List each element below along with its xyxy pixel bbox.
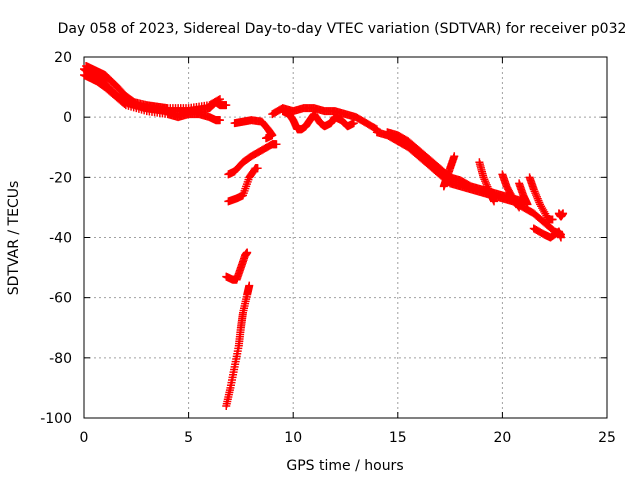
axis-ticks (83, 56, 608, 419)
data-points (80, 62, 568, 410)
data-point (535, 198, 544, 207)
data-point (245, 281, 254, 290)
data-point (559, 209, 568, 218)
series-tail-low (529, 224, 565, 242)
y-tick-label: -100 (40, 411, 72, 427)
x-tick-label: 0 (80, 430, 89, 446)
data-point (272, 140, 281, 149)
data-point (243, 248, 252, 257)
data-point (532, 192, 541, 201)
y-axis-label: SDTVAR / TECUs (6, 181, 22, 296)
data-point (120, 100, 129, 109)
data-point (515, 203, 524, 212)
data-point (556, 233, 565, 242)
series-spike-4 (525, 173, 557, 224)
y-tick-label: 0 (63, 110, 72, 126)
x-tick-label: 5 (184, 430, 193, 446)
y-tick-label: -40 (49, 231, 72, 247)
data-point (529, 185, 538, 194)
series-mid-cluster (278, 107, 358, 134)
y-tick-label: -20 (49, 170, 72, 186)
data-point (490, 197, 499, 206)
x-axis-label: GPS time / hours (286, 458, 403, 474)
data-point (253, 164, 262, 173)
series-arc-b (224, 140, 281, 179)
x-tick-label: 10 (284, 430, 302, 446)
chart-title: Day 058 of 2023, Sidereal Day-to-day VTE… (58, 21, 627, 37)
data-point (534, 196, 543, 205)
y-tick-label: 20 (54, 50, 72, 66)
data-point (349, 119, 358, 128)
series-main-trace-lower (80, 71, 224, 125)
series-spike-5 (515, 179, 532, 209)
data-point (531, 189, 540, 198)
series-arc-c (224, 164, 262, 206)
data-point (371, 124, 380, 133)
data-point (530, 187, 539, 196)
data-point (532, 191, 541, 200)
data-point (482, 180, 491, 189)
series-arc-a (230, 116, 277, 143)
data-point (222, 101, 231, 110)
data-point (481, 177, 490, 186)
data-point (484, 184, 493, 193)
data-point (479, 173, 488, 182)
data-point (480, 175, 489, 184)
x-tick-label: 25 (598, 430, 616, 446)
series-mid-cluster-upper (268, 104, 381, 134)
y-tick-label: -80 (49, 351, 72, 367)
data-point (533, 194, 542, 203)
data-point (548, 215, 557, 224)
data-point (439, 182, 448, 191)
data-point (214, 95, 223, 104)
data-point (215, 95, 224, 104)
series-arc-e (222, 281, 254, 410)
data-point (481, 178, 490, 187)
series-spike-2 (475, 158, 499, 206)
y-tick-label: -60 (49, 291, 72, 307)
series-main-trace-upper (82, 62, 224, 113)
data-point (514, 202, 523, 211)
data-point (215, 116, 224, 125)
data-point (262, 134, 271, 143)
data-point (523, 200, 532, 209)
series-spike-3 (498, 170, 524, 212)
data-point (483, 182, 492, 191)
axis-tick-labels: 0 5 10 15 20 25 -100 -80 -60 -40 -20 0 20 (40, 50, 616, 446)
series-descent-upper (383, 128, 528, 206)
x-tick-label: 20 (493, 430, 511, 446)
series-spike-1 (439, 152, 459, 191)
x-tick-label: 15 (389, 430, 407, 446)
series-tail-right (554, 209, 568, 221)
series-arc-d (222, 248, 252, 284)
